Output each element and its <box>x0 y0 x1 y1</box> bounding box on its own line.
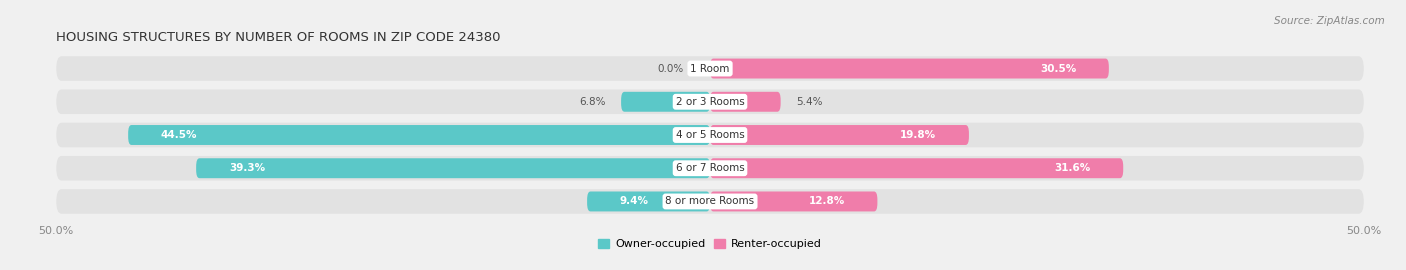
Text: 31.6%: 31.6% <box>1054 163 1091 173</box>
Text: 44.5%: 44.5% <box>160 130 197 140</box>
Text: 1 Room: 1 Room <box>690 63 730 73</box>
Text: 0.0%: 0.0% <box>658 63 683 73</box>
FancyBboxPatch shape <box>710 191 877 211</box>
Text: 6.8%: 6.8% <box>579 97 606 107</box>
Legend: Owner-occupied, Renter-occupied: Owner-occupied, Renter-occupied <box>593 235 827 254</box>
Text: 6 or 7 Rooms: 6 or 7 Rooms <box>676 163 744 173</box>
Text: Source: ZipAtlas.com: Source: ZipAtlas.com <box>1274 16 1385 26</box>
Text: HOUSING STRUCTURES BY NUMBER OF ROOMS IN ZIP CODE 24380: HOUSING STRUCTURES BY NUMBER OF ROOMS IN… <box>56 31 501 44</box>
FancyBboxPatch shape <box>56 89 1364 114</box>
Text: 30.5%: 30.5% <box>1040 63 1076 73</box>
FancyBboxPatch shape <box>710 125 969 145</box>
FancyBboxPatch shape <box>621 92 710 112</box>
FancyBboxPatch shape <box>710 92 780 112</box>
Text: 5.4%: 5.4% <box>796 97 823 107</box>
FancyBboxPatch shape <box>710 158 1123 178</box>
FancyBboxPatch shape <box>56 123 1364 147</box>
FancyBboxPatch shape <box>710 59 1109 79</box>
Text: 8 or more Rooms: 8 or more Rooms <box>665 197 755 207</box>
Text: 12.8%: 12.8% <box>808 197 845 207</box>
FancyBboxPatch shape <box>56 189 1364 214</box>
FancyBboxPatch shape <box>588 191 710 211</box>
Text: 9.4%: 9.4% <box>620 197 648 207</box>
Text: 39.3%: 39.3% <box>229 163 264 173</box>
FancyBboxPatch shape <box>197 158 710 178</box>
FancyBboxPatch shape <box>56 156 1364 181</box>
Text: 2 or 3 Rooms: 2 or 3 Rooms <box>676 97 744 107</box>
FancyBboxPatch shape <box>56 56 1364 81</box>
Text: 19.8%: 19.8% <box>900 130 936 140</box>
Text: 4 or 5 Rooms: 4 or 5 Rooms <box>676 130 744 140</box>
FancyBboxPatch shape <box>128 125 710 145</box>
